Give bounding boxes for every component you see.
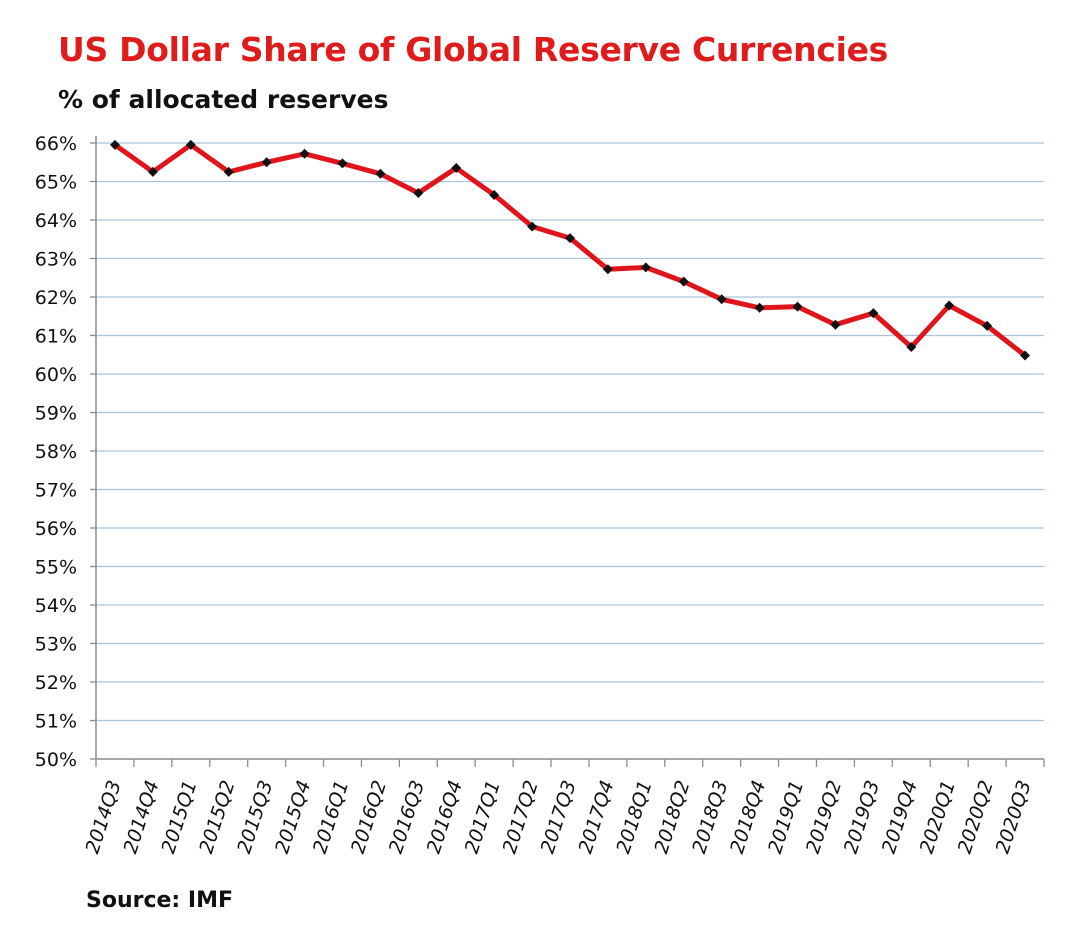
chart-subtitle: % of allocated reserves <box>58 85 389 114</box>
x-tick-label: 2019Q2 <box>802 778 846 857</box>
data-point <box>337 158 348 169</box>
y-tick-label: 55% <box>35 557 77 579</box>
x-tick-label: 2016Q4 <box>423 778 467 857</box>
x-tick-label: 2014Q4 <box>119 778 163 857</box>
data-point <box>1020 350 1031 361</box>
x-tick-label: 2018Q2 <box>650 778 694 857</box>
data-point <box>830 319 841 330</box>
data-point <box>944 300 955 311</box>
x-tick-label: 2016Q1 <box>309 778 353 857</box>
chart-title: US Dollar Share of Global Reserve Curren… <box>58 30 889 69</box>
data-point <box>109 139 120 150</box>
x-tick-label: 2017Q3 <box>537 778 581 857</box>
y-tick-label: 57% <box>35 480 77 502</box>
y-tick-label: 50% <box>35 749 77 771</box>
data-point <box>375 168 386 179</box>
data-point <box>906 342 917 353</box>
y-tick-label: 51% <box>35 711 77 733</box>
source-note: Source: IMF <box>86 888 233 913</box>
y-tick-label: 59% <box>35 403 77 425</box>
gridlines <box>96 142 1044 722</box>
y-tick-label: 66% <box>35 133 77 155</box>
data-point <box>716 294 727 305</box>
x-tick-label: 2019Q3 <box>840 778 884 857</box>
x-tick-label: 2017Q2 <box>499 778 543 857</box>
x-tick-label: 2017Q1 <box>461 778 505 857</box>
x-tick-label: 2020Q1 <box>916 778 960 857</box>
data-point <box>754 302 765 313</box>
data-point <box>868 308 879 319</box>
x-tick-label: 2016Q2 <box>347 778 391 857</box>
data-point <box>678 276 689 287</box>
x-tick-label: 2020Q2 <box>954 778 998 857</box>
data-point <box>602 264 613 275</box>
x-tick-label: 2014Q3 <box>81 778 125 857</box>
y-tick-label: 61% <box>35 326 77 348</box>
x-tick-labels: 2014Q32014Q42015Q12015Q22015Q32015Q42016… <box>81 778 1035 857</box>
x-tick-label: 2017Q4 <box>574 778 618 857</box>
data-point <box>451 163 462 174</box>
y-tick-label: 63% <box>35 249 77 271</box>
data-point <box>299 148 310 159</box>
y-tick-label: 52% <box>35 672 77 694</box>
x-tick-label: 2016Q3 <box>385 778 429 857</box>
y-tick-label: 60% <box>35 364 77 386</box>
y-tick-label: 64% <box>35 210 77 232</box>
data-point <box>527 221 538 232</box>
x-tick-label: 2015Q4 <box>271 778 315 857</box>
x-tick-label: 2015Q3 <box>233 778 277 857</box>
y-tick-label: 53% <box>35 634 77 656</box>
data-point <box>792 301 803 312</box>
x-tick-label: 2018Q1 <box>612 778 656 857</box>
x-tick-label: 2015Q1 <box>157 778 201 857</box>
x-tick-label: 2015Q2 <box>195 778 239 857</box>
data-point <box>565 233 575 244</box>
series-line <box>112 142 1028 358</box>
data-point <box>147 166 158 177</box>
data-point <box>489 189 500 200</box>
x-tick-label: 2019Q1 <box>764 778 808 857</box>
x-tick-label: 2020Q3 <box>992 778 1036 857</box>
series <box>109 139 1031 361</box>
data-point <box>982 320 993 331</box>
data-point <box>640 262 651 273</box>
y-tick-label: 54% <box>35 595 77 617</box>
data-point <box>413 188 424 199</box>
axes <box>90 136 1045 767</box>
y-tick-label: 65% <box>35 172 77 194</box>
data-point <box>185 139 196 150</box>
y-tick-label: 58% <box>35 441 77 463</box>
x-tick-label: 2018Q4 <box>726 778 770 857</box>
y-tick-labels: 50% 51% 52% 53% 54% 55% 56% 57% 58% 59% 60% 61% 62% 6… <box>35 133 77 771</box>
data-point <box>261 157 272 168</box>
data-point <box>223 166 234 177</box>
x-tick-label: 2019Q4 <box>878 778 922 857</box>
y-tick-label: 62% <box>35 287 77 309</box>
x-tick-label: 2018Q3 <box>688 778 732 857</box>
y-tick-label: 56% <box>35 518 77 540</box>
